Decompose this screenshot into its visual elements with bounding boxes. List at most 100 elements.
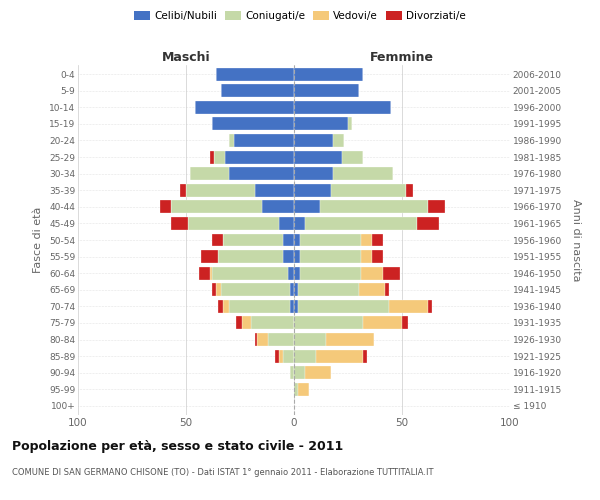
Bar	[389, 300, 428, 313]
Bar	[287, 266, 294, 280]
Bar	[372, 234, 383, 246]
Bar	[359, 284, 385, 296]
Bar	[294, 333, 326, 346]
Bar	[236, 316, 242, 330]
Bar	[294, 350, 316, 362]
Bar	[361, 266, 383, 280]
Bar	[294, 234, 301, 246]
Bar	[305, 217, 417, 230]
Bar	[171, 200, 262, 213]
Bar	[428, 300, 432, 313]
Bar	[294, 118, 348, 130]
Bar	[341, 150, 363, 164]
Bar	[348, 118, 352, 130]
Bar	[383, 266, 400, 280]
Bar	[268, 333, 294, 346]
Bar	[201, 250, 218, 263]
Bar	[294, 266, 301, 280]
Bar	[331, 184, 406, 196]
Bar	[279, 217, 294, 230]
Bar	[385, 284, 389, 296]
Bar	[255, 184, 294, 196]
Bar	[290, 366, 294, 379]
Bar	[294, 167, 333, 180]
Bar	[320, 200, 428, 213]
Bar	[283, 234, 294, 246]
Text: Maschi: Maschi	[161, 51, 211, 64]
Bar	[255, 333, 257, 346]
Bar	[283, 250, 294, 263]
Bar	[210, 266, 212, 280]
Bar	[233, 134, 294, 147]
Text: Popolazione per età, sesso e stato civile - 2011: Popolazione per età, sesso e stato civil…	[12, 440, 343, 453]
Bar	[363, 316, 402, 330]
Bar	[294, 150, 341, 164]
Bar	[210, 150, 214, 164]
Bar	[301, 266, 361, 280]
Bar	[212, 284, 216, 296]
Bar	[294, 250, 301, 263]
Bar	[188, 217, 279, 230]
Bar	[190, 167, 229, 180]
Bar	[290, 284, 294, 296]
Bar	[223, 300, 229, 313]
Legend: Celibi/Nubili, Coniugati/e, Vedovi/e, Divorziati/e: Celibi/Nubili, Coniugati/e, Vedovi/e, Di…	[131, 8, 469, 24]
Text: COMUNE DI SAN GERMANO CHISONE (TO) - Dati ISTAT 1° gennaio 2011 - Elaborazione T: COMUNE DI SAN GERMANO CHISONE (TO) - Dat…	[12, 468, 433, 477]
Bar	[257, 333, 268, 346]
Bar	[279, 350, 283, 362]
Bar	[216, 284, 221, 296]
Bar	[428, 200, 445, 213]
Bar	[301, 234, 361, 246]
Bar	[294, 366, 305, 379]
Bar	[294, 217, 305, 230]
Bar	[194, 101, 294, 114]
Bar	[179, 184, 186, 196]
Bar	[417, 217, 439, 230]
Bar	[212, 266, 287, 280]
Bar	[216, 68, 294, 80]
Bar	[223, 234, 283, 246]
Bar	[262, 200, 294, 213]
Text: Femmine: Femmine	[370, 51, 434, 64]
Bar	[275, 350, 279, 362]
Bar	[218, 300, 223, 313]
Bar	[294, 101, 391, 114]
Y-axis label: Anni di nascita: Anni di nascita	[571, 198, 581, 281]
Bar	[294, 200, 320, 213]
Bar	[229, 134, 233, 147]
Bar	[171, 217, 188, 230]
Bar	[229, 167, 294, 180]
Bar	[294, 284, 298, 296]
Bar	[229, 300, 290, 313]
Y-axis label: Fasce di età: Fasce di età	[34, 207, 43, 273]
Bar	[283, 350, 294, 362]
Bar	[221, 84, 294, 97]
Bar	[294, 316, 363, 330]
Bar	[298, 284, 359, 296]
Bar	[333, 167, 394, 180]
Bar	[186, 184, 255, 196]
Bar	[199, 266, 210, 280]
Bar	[305, 366, 331, 379]
Bar	[298, 383, 309, 396]
Bar	[298, 300, 389, 313]
Bar	[294, 134, 333, 147]
Bar	[294, 68, 363, 80]
Bar	[294, 84, 359, 97]
Bar	[214, 150, 225, 164]
Bar	[212, 118, 294, 130]
Bar	[301, 250, 361, 263]
Bar	[372, 250, 383, 263]
Bar	[316, 350, 363, 362]
Bar	[333, 134, 344, 147]
Bar	[326, 333, 374, 346]
Bar	[218, 250, 283, 263]
Bar	[212, 234, 223, 246]
Bar	[290, 300, 294, 313]
Bar	[251, 316, 294, 330]
Bar	[221, 284, 290, 296]
Bar	[361, 250, 372, 263]
Bar	[361, 234, 372, 246]
Bar	[402, 316, 409, 330]
Bar	[363, 350, 367, 362]
